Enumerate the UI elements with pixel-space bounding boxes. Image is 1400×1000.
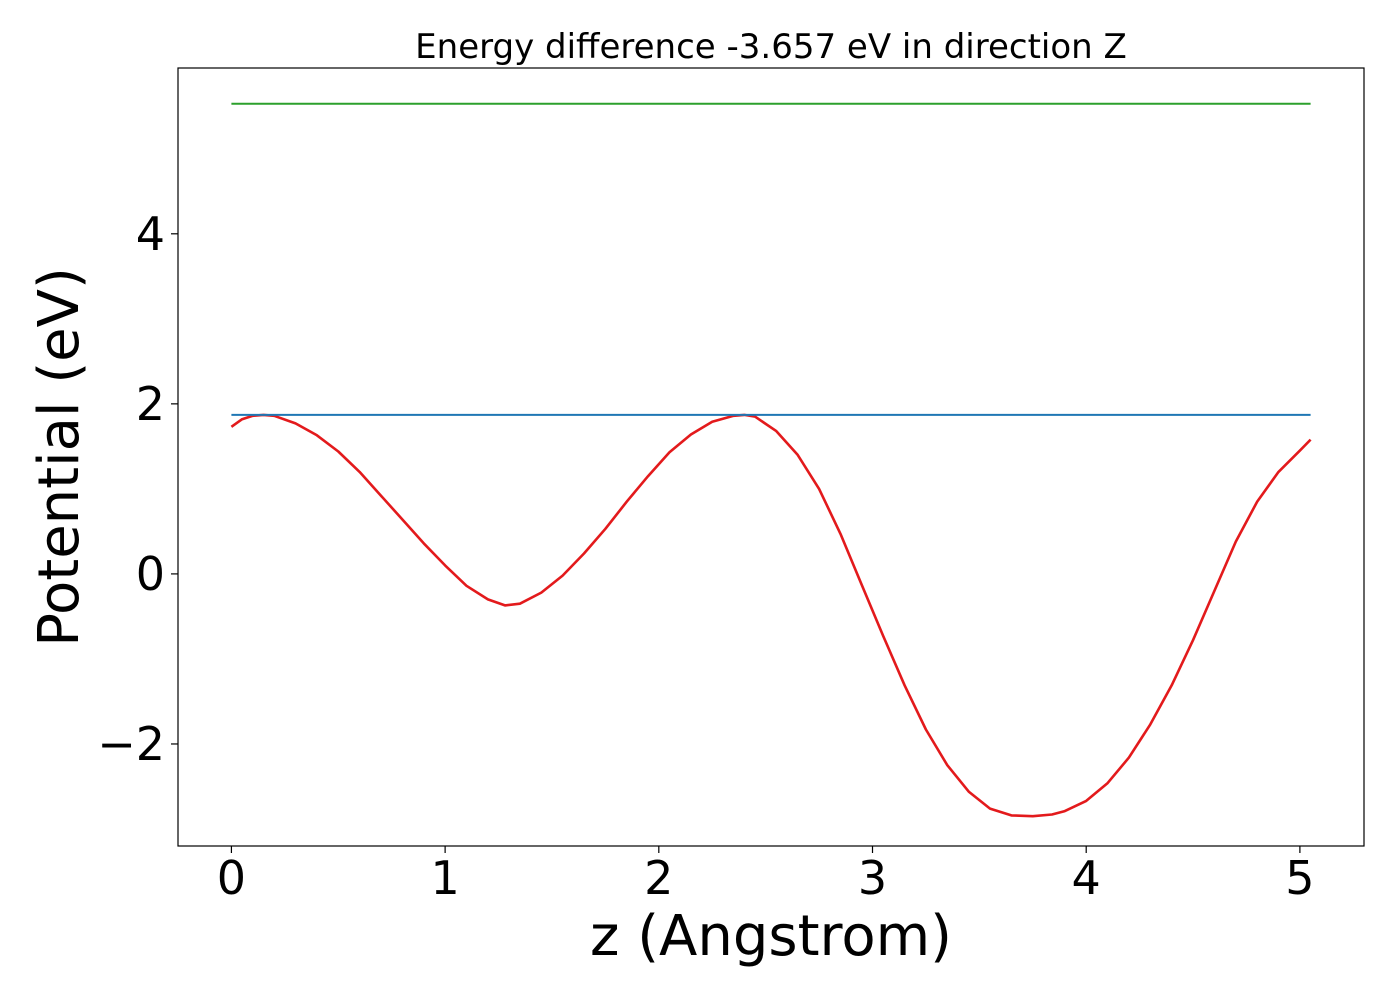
axes: 0 1 2 3 4 5 −2 0 2 4	[97, 207, 1314, 905]
x-tick-label: 2	[644, 851, 673, 905]
plot-area	[230, 102, 1312, 818]
plot-frame	[177, 67, 1365, 847]
x-axis-label: z (Angstrom)	[590, 904, 952, 969]
x-tick-label: 0	[217, 851, 246, 905]
y-tick-label: −2	[97, 717, 165, 771]
x-tick-label: 1	[430, 851, 459, 905]
x-tick-label: 5	[1285, 851, 1314, 905]
series-line-0	[230, 413, 1312, 818]
chart-title: Energy difference -3.657 eV in direction…	[415, 27, 1127, 67]
y-axis-label: Potential (eV)	[27, 267, 92, 647]
y-tick-label: 0	[136, 547, 165, 601]
x-tick-label: 4	[1072, 851, 1101, 905]
x-tick-label: 3	[858, 851, 887, 905]
y-tick-label: 2	[136, 377, 165, 431]
y-tick-label: 4	[136, 207, 165, 261]
